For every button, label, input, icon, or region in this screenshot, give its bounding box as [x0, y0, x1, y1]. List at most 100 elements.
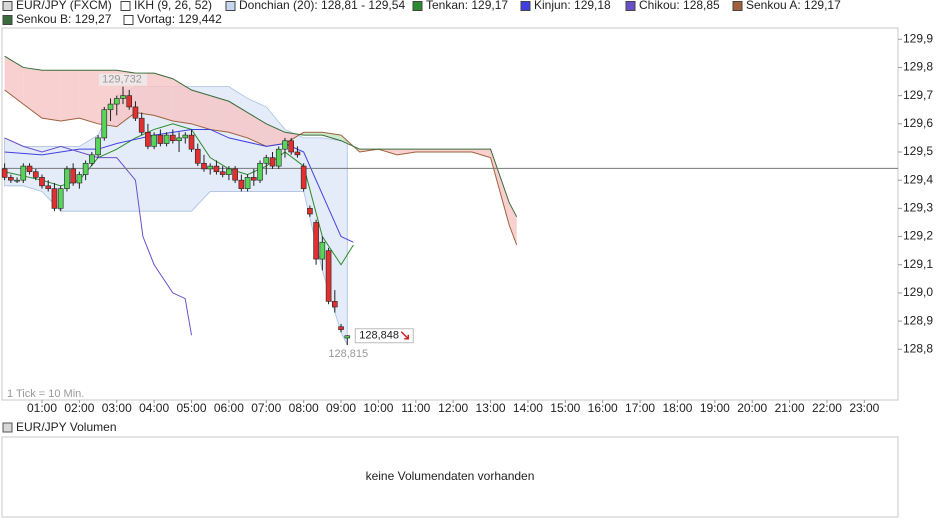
legend-swatch [732, 1, 743, 11]
y-tick-label: 129,5 [903, 144, 933, 158]
x-tick-label: 14:00 [513, 401, 543, 415]
x-tick-label: 08:00 [289, 401, 319, 415]
candle-body [269, 157, 276, 167]
x-tick-label: 09:00 [326, 401, 356, 415]
candle-body [244, 177, 251, 189]
plot: 129,732 128,815 128,848 [1, 55, 898, 360]
legend-swatch [520, 1, 531, 11]
candle-body [163, 134, 170, 144]
x-tick-label: 22:00 [812, 401, 842, 415]
candle-body [26, 165, 33, 173]
cloud-fill [191, 90, 211, 130]
legend-swatch [225, 1, 236, 11]
candle-body [275, 148, 282, 167]
low-label: 128,815 [328, 348, 368, 360]
x-tick-label: 07:00 [251, 401, 281, 415]
cloud-fill [4, 56, 24, 105]
candle-body [257, 162, 263, 181]
candle-body [151, 134, 157, 147]
volume-title: EUR/JPY Volumen [16, 420, 117, 434]
candle-body [282, 140, 288, 150]
legend-swatch [123, 15, 134, 25]
candle-body [20, 165, 27, 181]
y-tick-label: 129,9 [903, 31, 933, 45]
candle-body [332, 301, 338, 308]
candle-body [294, 151, 301, 156]
legend-label: IKH (9, 26, 52) [134, 0, 212, 12]
legend-swatch [625, 1, 636, 11]
cloud-fill [60, 70, 80, 121]
candle-body [226, 168, 232, 175]
candle-body [188, 134, 195, 150]
cloud-fill [453, 149, 472, 152]
candle-body [300, 165, 307, 189]
x-tick-label: 21:00 [775, 401, 805, 415]
candle-body [238, 179, 245, 189]
candle-body [176, 137, 182, 142]
candle-body [138, 117, 145, 133]
candle-body [39, 177, 45, 187]
x-tick-label: 02:00 [64, 401, 94, 415]
legend-label: Tenkan: 129,17 [426, 0, 508, 12]
cloud-fill [471, 149, 491, 158]
cloud-fill [266, 123, 285, 147]
high-label: 129,732 [102, 74, 142, 86]
x-tick-label: 23:00 [849, 401, 879, 415]
y-tick-label: 129,2 [903, 229, 933, 243]
cloud-fill [415, 149, 435, 152]
x-tick-label: 01:00 [27, 401, 57, 415]
legend-swatch [120, 1, 131, 11]
candle-body [145, 131, 151, 147]
x-tick-label: 06:00 [214, 401, 244, 415]
cloud-fill [23, 67, 42, 119]
cloud-fill [154, 73, 173, 121]
x-tick-label: 17:00 [625, 401, 655, 415]
y-tick-label: 128,8 [903, 341, 933, 355]
candle-body [14, 179, 20, 182]
y-tick-label: 129,7 [903, 88, 933, 102]
candle-body [1, 168, 8, 178]
candle-body [338, 326, 344, 330]
candle-body [57, 188, 64, 209]
last-label-box [354, 328, 414, 344]
legend-label: Donchian (20): 128,81 - 129,54 [239, 0, 405, 12]
cloud-fill [303, 132, 323, 136]
legend-label: Kinjun: 129,18 [534, 0, 611, 12]
candle-body [76, 174, 83, 184]
candle-body [64, 168, 70, 189]
cloud-fill [228, 101, 248, 138]
candle-body [170, 134, 176, 142]
candle-body [132, 106, 139, 119]
candle-body [313, 222, 319, 260]
candle-body [182, 134, 189, 139]
legend-swatch [412, 1, 423, 11]
candle-body [251, 177, 257, 181]
tick-note: 1 Tick = 10 Min. [7, 388, 84, 400]
y-tick-label: 129,1 [903, 257, 933, 271]
candle-body [89, 154, 95, 164]
cloud-line [4, 55, 518, 218]
candle-body [325, 250, 332, 302]
cloud-fill [434, 149, 454, 152]
candle-body [120, 95, 126, 99]
cloud-fill [322, 132, 342, 141]
candle-body [307, 208, 313, 215]
candle-body [232, 168, 238, 181]
volume-message: keine Volumendaten vorhanden [366, 469, 535, 483]
x-tick-label: 10:00 [363, 401, 393, 415]
x-tick-label: 03:00 [102, 401, 132, 415]
cloud-fill [172, 78, 192, 124]
cloud-fill [79, 70, 99, 124]
candle-body [45, 185, 52, 189]
indicator-line [4, 137, 193, 336]
x-tick-label: 18:00 [662, 401, 692, 415]
y-tick-label: 128,9 [903, 313, 933, 327]
legend-swatch [2, 15, 13, 25]
candle-body [263, 157, 270, 164]
y-tick-label: 129,8 [903, 60, 933, 74]
candle-body [157, 134, 164, 144]
x-tick-label: 05:00 [177, 401, 207, 415]
candle-body [207, 165, 214, 170]
